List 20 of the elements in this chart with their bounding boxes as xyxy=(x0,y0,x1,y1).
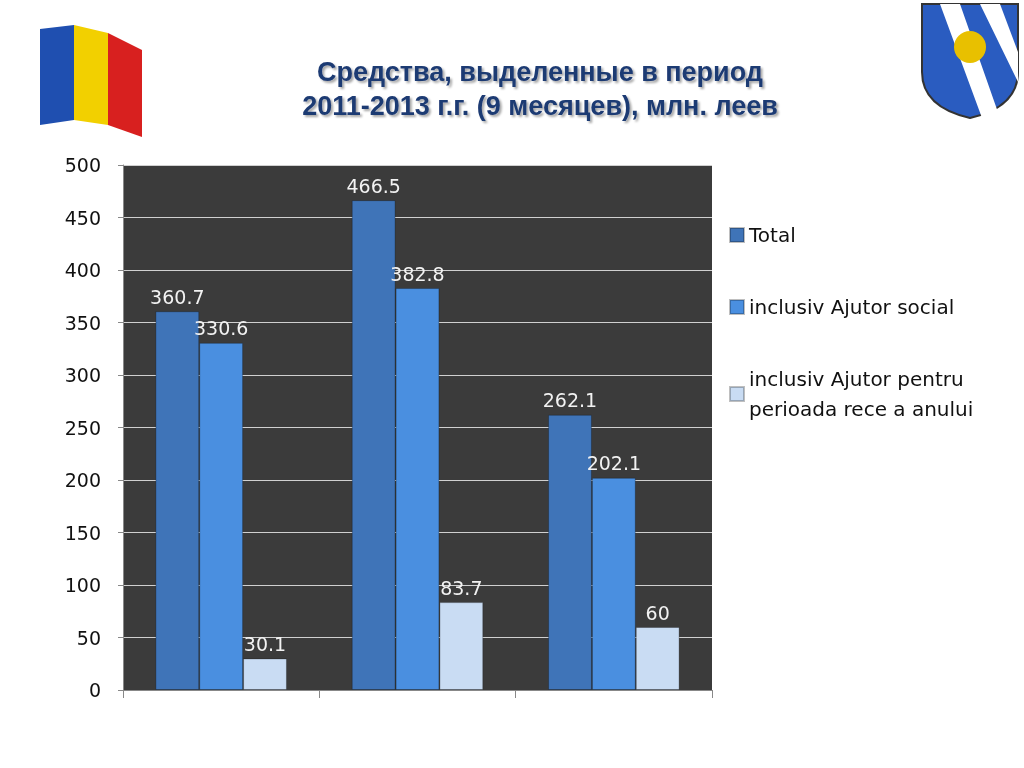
y-tick-label: 300 xyxy=(64,364,101,386)
y-tick-label: 400 xyxy=(64,259,101,281)
legend-label: inclusiv Ajutor social xyxy=(749,295,955,319)
data-label: 466.5 xyxy=(346,174,401,197)
legend-label: Total xyxy=(748,223,796,247)
legend-label: inclusiv Ajutor pentru perioada rece a anului xyxy=(749,367,974,421)
y-tick-label: 200 xyxy=(64,469,101,491)
y-tick-label: 250 xyxy=(64,416,101,439)
chart-title: Средства, выделенные в период 2011-2013 г.г. (9 месяцев), млн. леев xyxy=(302,57,778,121)
data-label: 262.1 xyxy=(542,389,598,412)
data-label: 30.1 xyxy=(243,632,287,655)
data-label: 360.7 xyxy=(150,285,205,308)
y-tick-label: 0 xyxy=(88,679,101,701)
y-tick-label: 450 xyxy=(64,206,101,229)
y-tick-label: 150 xyxy=(64,521,101,544)
data-label: 60 xyxy=(645,601,670,624)
y-tick-label: 350 xyxy=(64,311,101,334)
y-tick-label: 100 xyxy=(64,574,101,596)
y-tick-label: 50 xyxy=(76,626,101,649)
y-tick-label: 500 xyxy=(64,154,101,176)
